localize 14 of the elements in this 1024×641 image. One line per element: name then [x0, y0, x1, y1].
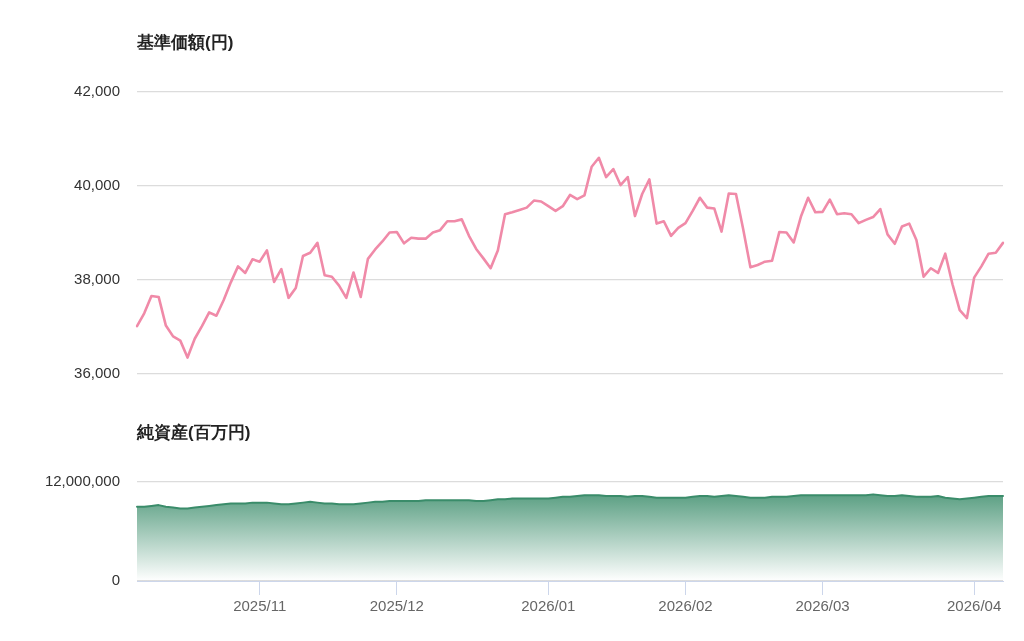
chart-title: 基準価額(円) [136, 32, 234, 52]
x-tick-label: 2025/11 [233, 597, 287, 615]
x-tick-label: 2026/02 [658, 597, 713, 615]
y-tick-label: 12,000,000 [44, 472, 120, 490]
x-tick-label: 2025/12 [369, 597, 424, 615]
chart-title: 純資産(百万円) [136, 422, 251, 442]
y-tick-label: 40,000 [74, 176, 120, 194]
y-tick-label: 0 [111, 571, 120, 589]
x-tick-label: 2026/03 [795, 597, 850, 615]
x-tick-label: 2026/04 [947, 597, 1002, 615]
y-tick-label: 36,000 [74, 364, 120, 382]
y-tick-label: 38,000 [74, 270, 120, 288]
y-tick-label: 42,000 [74, 82, 120, 100]
x-tick-label: 2026/01 [521, 597, 576, 615]
